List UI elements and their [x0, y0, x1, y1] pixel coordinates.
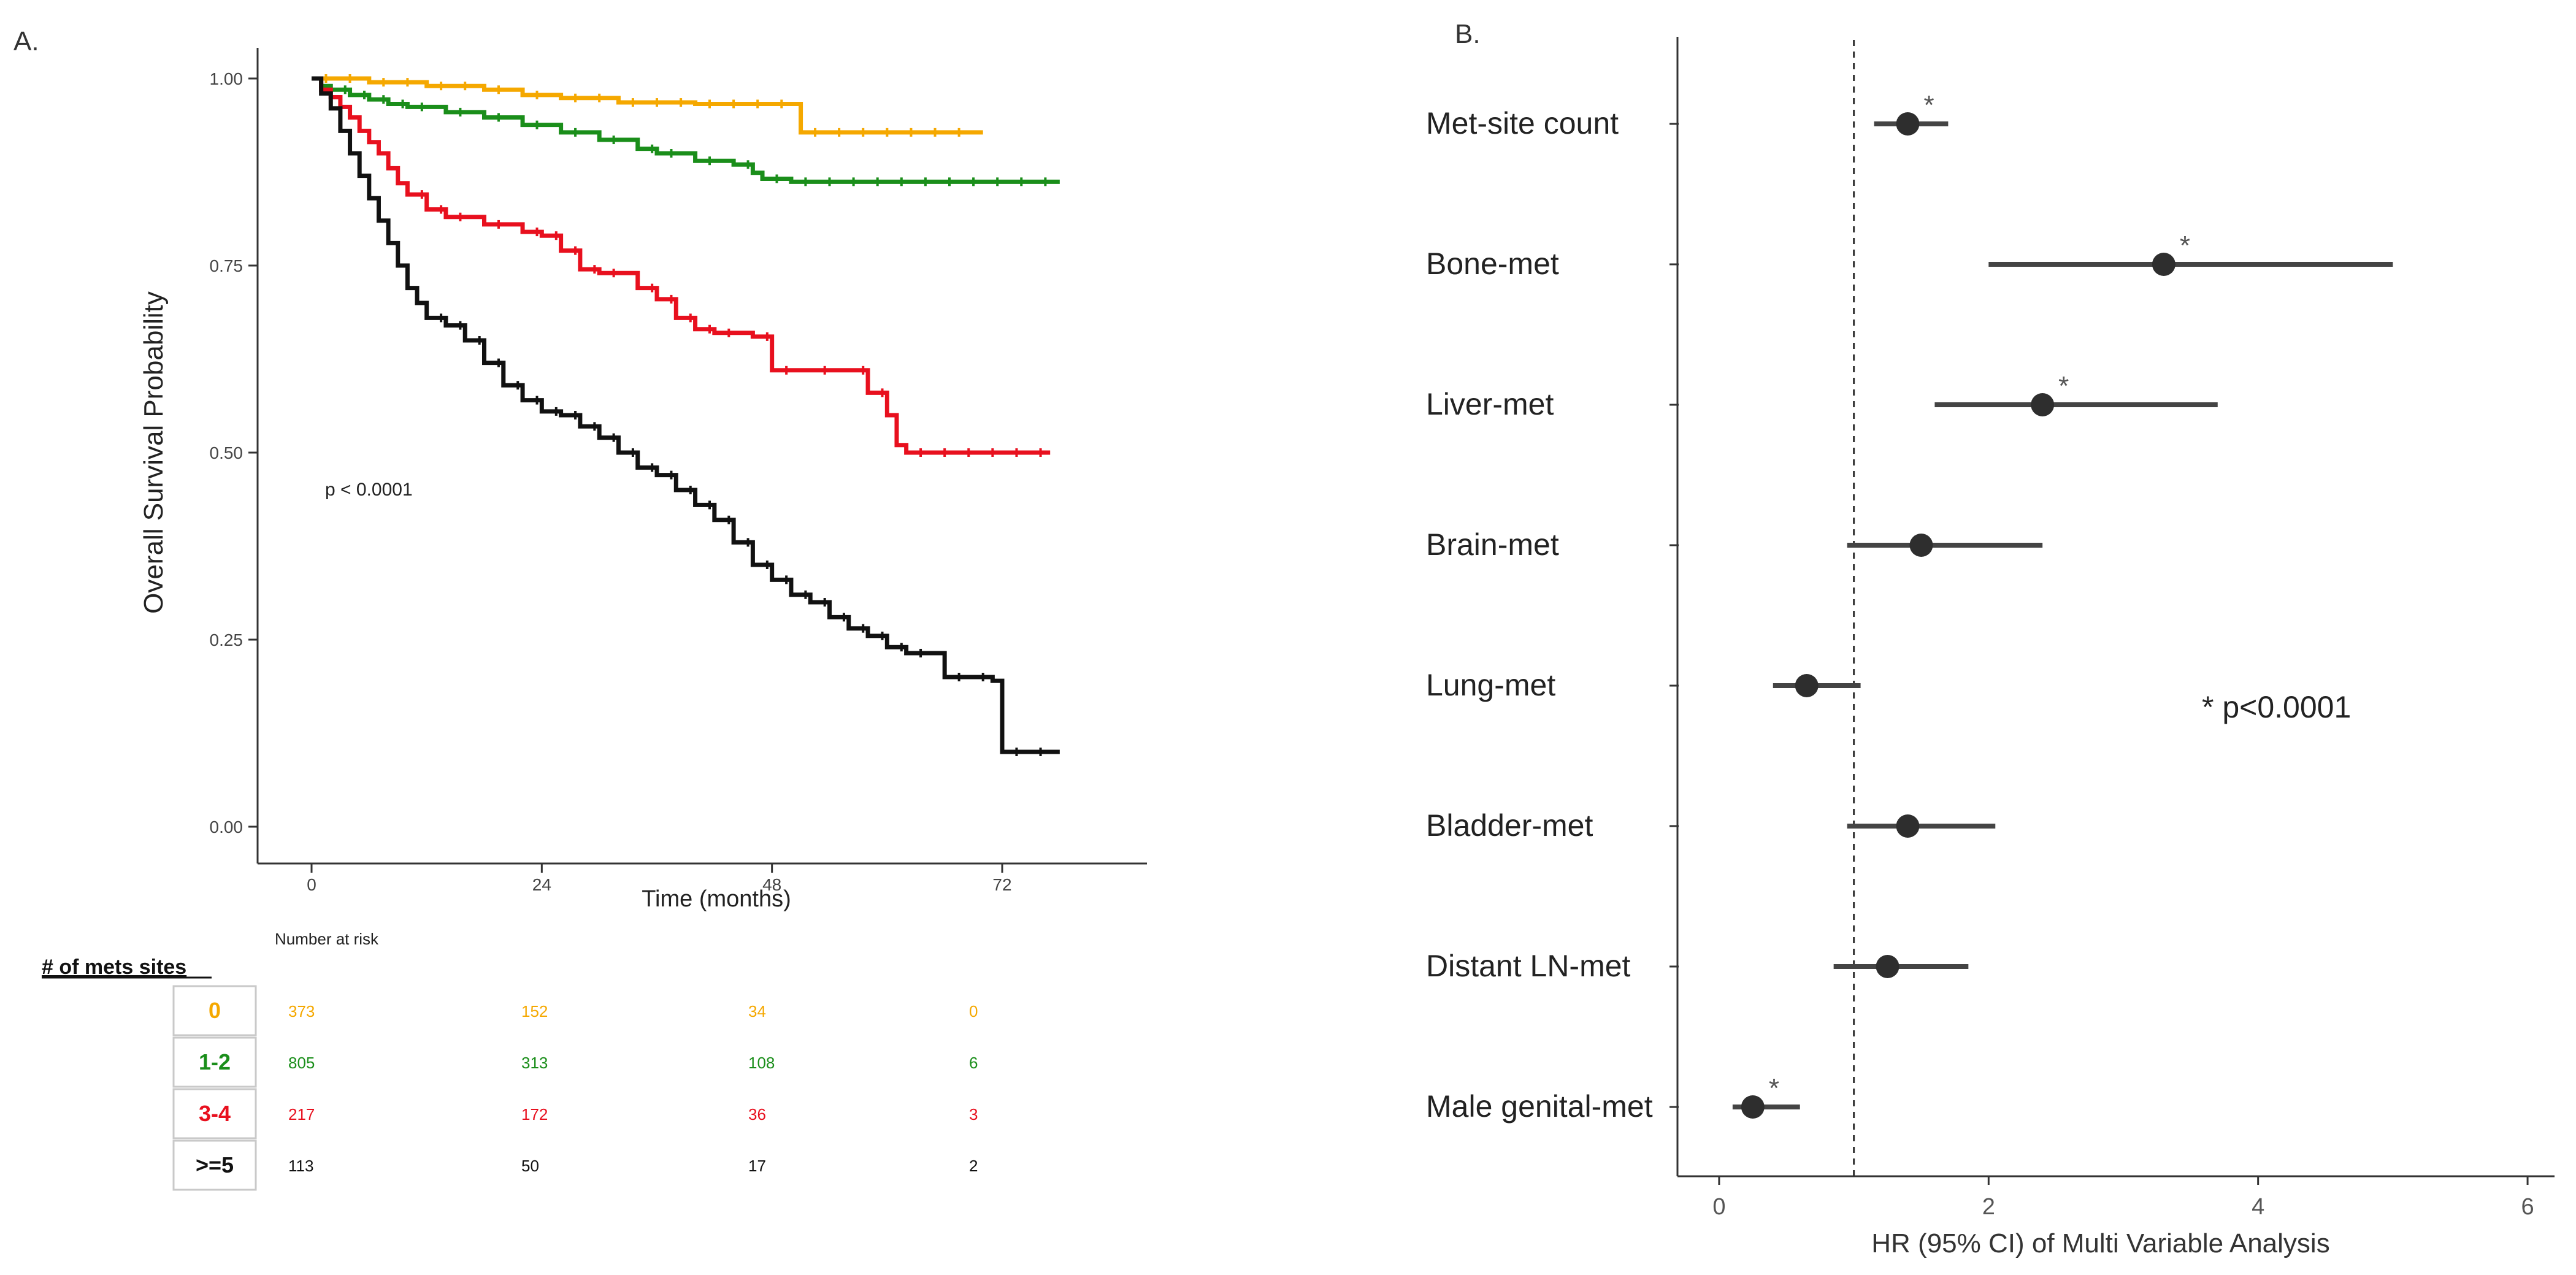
risk-table-group-label: 1-2 — [199, 1049, 231, 1074]
forest-hr-point — [1896, 112, 1920, 136]
risk-table-group-cell — [172, 985, 257, 1036]
forest-hr-point — [1795, 674, 1819, 697]
forest-row-label: Met-site count — [1426, 106, 1619, 140]
forest-hr-point — [1741, 1095, 1765, 1119]
risk-table-count: 113 — [288, 1157, 313, 1175]
forest-significance-star: * — [2058, 371, 2069, 401]
km-series-group — [312, 74, 1060, 756]
forest-row-label: Brain-met — [1426, 527, 1559, 562]
risk-table-group-cell — [172, 1139, 257, 1191]
risk-table-group-cell — [172, 1088, 257, 1139]
km-y-tick-label: 0.00 — [210, 817, 243, 837]
risk-table-group-header: # of mets sites — [42, 955, 186, 979]
forest-significance-star: * — [1769, 1073, 1779, 1103]
forest-rows: Met-site count * Bone-met * Liver-met * Brain-… — [1426, 90, 2393, 1124]
km-x-tick-label: 48 — [762, 875, 781, 894]
km-curve-1 — [312, 76, 983, 135]
forest-row-label: Male genital-met — [1426, 1089, 1653, 1124]
km-y-axis-title: Overall Survival Probability — [139, 291, 169, 614]
forest-hr-point — [1876, 955, 1899, 978]
panel-b-label: B. — [1455, 19, 1481, 49]
risk-table-count: 3 — [969, 1105, 978, 1124]
risk-table-title: Number at risk — [275, 930, 379, 948]
forest-row-label: Liver-met — [1426, 387, 1554, 421]
km-y-tick-label: 0.75 — [210, 256, 243, 275]
forest-row-label: Lung-met — [1426, 668, 1555, 702]
km-y-tick-label: 0.50 — [210, 443, 243, 462]
forest-row-label: Distant LN-met — [1426, 949, 1631, 983]
km-curve-2 — [312, 76, 1060, 184]
risk-table-rows: 0 373 152 34 01-2 805 313 108 63-4 217 172 36 3>=5 11… — [172, 985, 978, 1191]
forest-x-tick-label: 0 — [1712, 1194, 1725, 1220]
forest-hr-point — [2152, 253, 2175, 276]
km-x-tick-label: 24 — [532, 875, 551, 894]
risk-table-count: 313 — [521, 1054, 548, 1072]
forest-x-tick-label: 6 — [2521, 1194, 2534, 1220]
forest-row-label: Bladder-met — [1426, 808, 1593, 843]
risk-table-count: 6 — [969, 1054, 978, 1072]
forest-hr-point — [1909, 534, 1933, 557]
km-y-tick-label: 1.00 — [210, 69, 243, 88]
risk-table-count: 152 — [521, 1002, 548, 1020]
panel-a-label: A. — [13, 26, 39, 56]
risk-table-count: 217 — [288, 1105, 315, 1124]
km-axis-ticks: 0.00 0.25 0.50 0.75 1.00 0 24 48 72 — [210, 69, 1012, 894]
forest-row-label: Bone-met — [1426, 247, 1559, 281]
risk-table-count: 0 — [969, 1002, 978, 1020]
forest-significance-star: * — [2180, 231, 2190, 261]
risk-table-count: 108 — [748, 1054, 775, 1072]
km-p-value: p < 0.0001 — [325, 480, 413, 500]
forest-x-tick-label: 4 — [2252, 1194, 2264, 1220]
risk-table: # of mets sites Number at risk 0 373 152 34… — [42, 930, 978, 1191]
risk-table-count: 34 — [748, 1002, 766, 1020]
risk-table-count: 805 — [288, 1054, 315, 1072]
risk-table-group-cell — [172, 1036, 257, 1088]
km-x-tick-label: 0 — [307, 875, 316, 894]
risk-table-group-label: 0 — [209, 998, 221, 1023]
km-x-axis-title: Time (months) — [642, 886, 791, 912]
forest-x-tick-label: 2 — [1982, 1194, 1995, 1220]
risk-table-count: 172 — [521, 1105, 548, 1124]
risk-table-count: 50 — [521, 1157, 539, 1175]
risk-table-group-label: 3-4 — [199, 1101, 231, 1126]
panel-b: B. * p<0.0001 HR (95% CI) of Multi Varia… — [1426, 19, 2555, 1258]
forest-significance-star: * — [1923, 90, 1934, 120]
km-curve-4 — [312, 76, 1060, 754]
km-x-tick-label: 72 — [992, 875, 1011, 894]
risk-table-count: 17 — [748, 1157, 766, 1175]
km-curve-3 — [312, 76, 1051, 455]
forest-hr-point — [1896, 814, 1920, 838]
forest-hr-point — [2031, 393, 2055, 416]
risk-table-count: 2 — [969, 1157, 978, 1175]
forest-x-axis-title: HR (95% CI) of Multi Variable Analysis — [1871, 1228, 2329, 1258]
forest-significance-note: * p<0.0001 — [2202, 690, 2351, 724]
risk-table-group-label: >=5 — [196, 1152, 234, 1177]
risk-table-count: 36 — [748, 1105, 766, 1124]
forest-axis-ticks: 0 2 4 6 — [1712, 1176, 2534, 1220]
panel-a: A. Overall Survival Probability Time (mo… — [13, 26, 1147, 912]
risk-table-count: 373 — [288, 1002, 315, 1020]
km-y-tick-label: 0.25 — [210, 630, 243, 649]
